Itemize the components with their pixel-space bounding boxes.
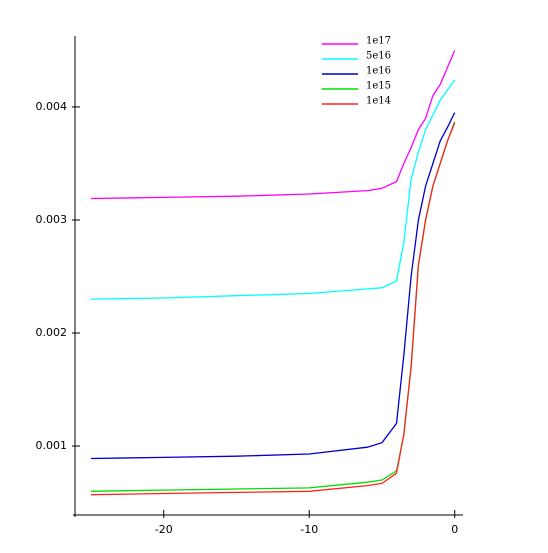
- line: [90, 122, 456, 496]
- legend-label: 1e15: [366, 81, 391, 92]
- legend-label: 1e14: [366, 96, 391, 107]
- y-tick-label: 0.003: [36, 213, 68, 226]
- y-tick-label: 0.004: [36, 100, 68, 113]
- line: [90, 79, 456, 300]
- x-tick-label: 0: [451, 523, 458, 536]
- legend-label: 1e16: [366, 66, 391, 77]
- line: [90, 112, 456, 460]
- y-tick-label: 0.002: [36, 326, 68, 339]
- x-tick-label: -20: [155, 523, 173, 536]
- legend-label: 5e16: [366, 51, 391, 62]
- y-tick-label: 0.001: [36, 439, 68, 452]
- line: [90, 50, 456, 200]
- line: [90, 121, 456, 492]
- x-tick-label: -10: [300, 523, 318, 536]
- legend-label: 1e17: [366, 36, 391, 47]
